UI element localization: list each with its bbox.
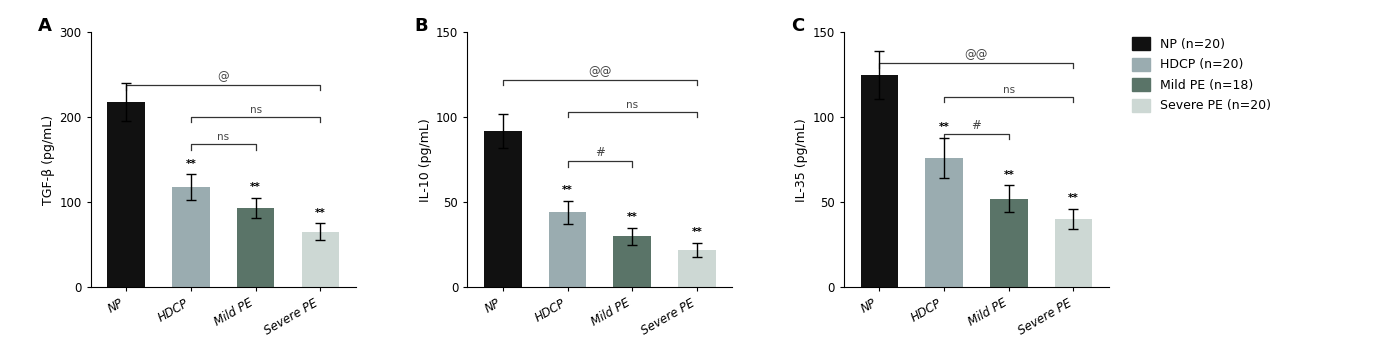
Bar [484,131,522,287]
Bar [172,187,209,287]
Text: #: # [594,146,605,159]
Text: ns: ns [250,105,262,115]
Bar [990,199,1028,287]
Text: **: ** [626,212,638,222]
Text: **: ** [315,208,325,218]
Legend: NP (n=20), HDCP (n=20), Mild PE (n=18), Severe PE (n=20): NP (n=20), HDCP (n=20), Mild PE (n=18), … [1129,33,1275,116]
Y-axis label: TGF-β (pg/mL): TGF-β (pg/mL) [42,115,56,205]
Bar [548,213,586,287]
Bar [678,250,716,287]
Text: ns: ns [218,132,229,143]
Text: ns: ns [626,100,639,110]
Bar [237,208,275,287]
Y-axis label: IL-10 (pg/mL): IL-10 (pg/mL) [418,118,432,202]
Text: C: C [791,17,804,35]
Text: **: ** [186,159,197,169]
Text: @@: @@ [965,48,988,61]
Text: @@: @@ [589,65,611,78]
Bar [925,158,963,287]
Bar [861,75,898,287]
Y-axis label: IL-35 (pg/mL): IL-35 (pg/mL) [795,118,808,202]
Text: **: ** [1069,194,1078,204]
Bar [1055,219,1092,287]
Text: **: ** [1003,170,1014,180]
Text: **: ** [562,185,573,195]
Text: **: ** [939,122,950,132]
Text: @: @ [218,70,229,83]
Text: #: # [971,119,981,132]
Text: **: ** [250,182,261,192]
Bar [301,232,339,287]
Text: A: A [38,17,52,35]
Text: **: ** [692,227,702,237]
Bar [107,102,145,287]
Text: B: B [414,17,428,35]
Bar [614,236,651,287]
Text: ns: ns [1003,85,1014,95]
